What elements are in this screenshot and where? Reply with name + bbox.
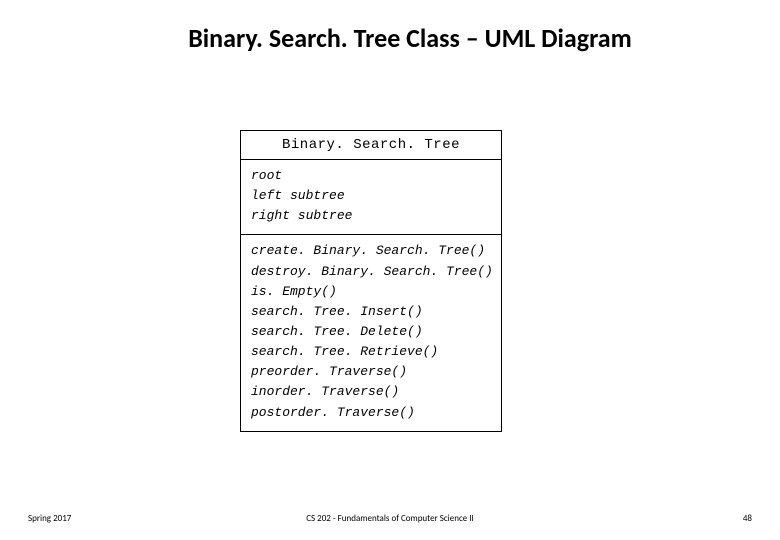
uml-operation: preorder. Traverse() (251, 362, 491, 382)
uml-attribute: right subtree (251, 206, 491, 226)
uml-operation: create. Binary. Search. Tree() (251, 241, 491, 261)
uml-class-name: Binary. Search. Tree (241, 131, 501, 160)
uml-operation: search. Tree. Delete() (251, 322, 491, 342)
footer-page-number: 48 (743, 513, 752, 524)
footer-course: CS 202 - Fundamentals of Computer Scienc… (0, 513, 780, 524)
uml-operation: search. Tree. Insert() (251, 302, 491, 322)
uml-operation: inorder. Traverse() (251, 382, 491, 402)
uml-operations-section: create. Binary. Search. Tree() destroy. … (241, 235, 501, 430)
uml-operation: postorder. Traverse() (251, 403, 491, 423)
uml-attribute: root (251, 166, 491, 186)
slide: Binary. Search. Tree Class – UML Diagram… (0, 0, 780, 540)
uml-operation: destroy. Binary. Search. Tree() (251, 262, 491, 282)
uml-operation: is. Empty() (251, 282, 491, 302)
page-title: Binary. Search. Tree Class – UML Diagram (0, 22, 780, 54)
uml-operation: search. Tree. Retrieve() (251, 342, 491, 362)
uml-attributes-section: root left subtree right subtree (241, 160, 501, 235)
uml-class-box: Binary. Search. Tree root left subtree r… (240, 130, 502, 432)
uml-attribute: left subtree (251, 186, 491, 206)
